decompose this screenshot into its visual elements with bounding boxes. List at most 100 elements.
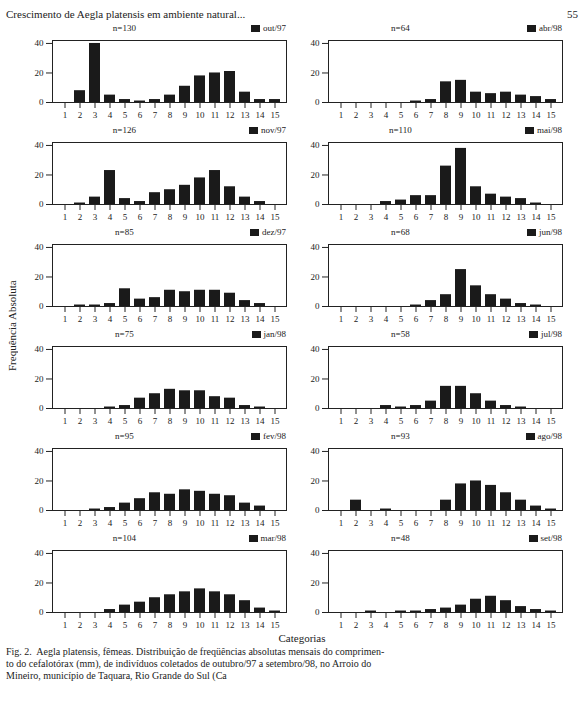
svg-text:8: 8: [444, 212, 449, 222]
svg-text:7: 7: [429, 110, 434, 120]
svg-text:3: 3: [369, 416, 374, 426]
svg-text:8: 8: [444, 518, 449, 528]
svg-text:40: 40: [35, 548, 45, 558]
svg-text:0: 0: [315, 607, 320, 617]
svg-text:40: 40: [311, 140, 321, 150]
svg-text:9: 9: [459, 518, 464, 528]
svg-text:10: 10: [472, 314, 482, 324]
svg-text:1: 1: [63, 416, 68, 426]
svg-text:6: 6: [414, 314, 419, 324]
svg-text:12: 12: [226, 212, 235, 222]
svg-text:1: 1: [63, 314, 68, 324]
svg-text:9: 9: [183, 212, 188, 222]
svg-text:6: 6: [414, 518, 419, 528]
svg-text:40: 40: [35, 140, 45, 150]
svg-text:14: 14: [256, 314, 266, 324]
svg-text:20: 20: [311, 578, 321, 588]
svg-text:10: 10: [472, 110, 482, 120]
svg-text:15: 15: [271, 212, 281, 222]
svg-text:12: 12: [502, 110, 511, 120]
svg-text:14: 14: [532, 110, 542, 120]
svg-text:9: 9: [459, 416, 464, 426]
svg-text:15: 15: [271, 620, 281, 630]
svg-text:2: 2: [78, 518, 83, 528]
svg-text:0: 0: [39, 97, 44, 107]
svg-text:40: 40: [311, 38, 321, 48]
svg-text:12: 12: [502, 416, 511, 426]
svg-text:2: 2: [354, 212, 359, 222]
svg-text:8: 8: [168, 110, 173, 120]
svg-text:13: 13: [517, 314, 527, 324]
svg-text:3: 3: [369, 212, 374, 222]
svg-text:11: 11: [487, 212, 496, 222]
svg-text:14: 14: [532, 416, 542, 426]
svg-text:5: 5: [123, 212, 128, 222]
svg-text:0: 0: [315, 199, 320, 209]
svg-text:1: 1: [339, 212, 344, 222]
svg-text:8: 8: [168, 212, 173, 222]
svg-text:7: 7: [429, 314, 434, 324]
svg-text:5: 5: [399, 518, 404, 528]
svg-text:4: 4: [384, 110, 389, 120]
svg-text:2: 2: [78, 620, 83, 630]
svg-text:1: 1: [63, 518, 68, 528]
svg-text:40: 40: [35, 38, 45, 48]
svg-text:9: 9: [459, 212, 464, 222]
svg-text:40: 40: [35, 446, 45, 456]
svg-text:5: 5: [123, 416, 128, 426]
svg-text:0: 0: [39, 301, 44, 311]
svg-text:9: 9: [459, 110, 464, 120]
svg-text:20: 20: [311, 374, 321, 384]
svg-text:4: 4: [384, 212, 389, 222]
svg-text:3: 3: [93, 110, 98, 120]
svg-text:12: 12: [502, 212, 511, 222]
svg-text:15: 15: [271, 110, 281, 120]
svg-text:1: 1: [339, 110, 344, 120]
svg-text:14: 14: [256, 518, 266, 528]
svg-text:4: 4: [384, 518, 389, 528]
svg-text:11: 11: [211, 416, 220, 426]
svg-text:3: 3: [93, 620, 98, 630]
svg-text:9: 9: [183, 518, 188, 528]
svg-text:3: 3: [93, 518, 98, 528]
svg-text:14: 14: [256, 620, 266, 630]
svg-text:9: 9: [183, 314, 188, 324]
svg-text:10: 10: [196, 110, 206, 120]
svg-text:15: 15: [547, 314, 557, 324]
svg-text:0: 0: [39, 199, 44, 209]
svg-text:5: 5: [123, 314, 128, 324]
svg-text:7: 7: [429, 212, 434, 222]
svg-text:11: 11: [487, 110, 496, 120]
svg-text:6: 6: [414, 620, 419, 630]
svg-text:5: 5: [399, 416, 404, 426]
svg-text:7: 7: [153, 416, 158, 426]
svg-text:10: 10: [196, 416, 206, 426]
svg-text:0: 0: [39, 505, 44, 515]
svg-text:40: 40: [35, 344, 45, 354]
svg-text:6: 6: [138, 620, 143, 630]
svg-text:13: 13: [241, 314, 251, 324]
svg-text:4: 4: [108, 212, 113, 222]
svg-text:20: 20: [311, 170, 321, 180]
svg-text:6: 6: [414, 416, 419, 426]
svg-text:10: 10: [196, 314, 206, 324]
svg-text:5: 5: [123, 110, 128, 120]
svg-text:2: 2: [78, 416, 83, 426]
svg-text:7: 7: [429, 416, 434, 426]
svg-text:0: 0: [39, 403, 44, 413]
svg-text:4: 4: [384, 314, 389, 324]
svg-text:2: 2: [78, 212, 83, 222]
svg-text:13: 13: [517, 620, 527, 630]
svg-text:13: 13: [241, 110, 251, 120]
svg-text:7: 7: [153, 212, 158, 222]
svg-text:1: 1: [339, 314, 344, 324]
svg-text:11: 11: [487, 518, 496, 528]
svg-text:20: 20: [35, 68, 45, 78]
svg-text:14: 14: [256, 212, 266, 222]
svg-text:12: 12: [226, 314, 235, 324]
svg-text:10: 10: [196, 620, 206, 630]
svg-text:11: 11: [487, 314, 496, 324]
svg-text:8: 8: [168, 314, 173, 324]
svg-text:0: 0: [315, 301, 320, 311]
svg-text:4: 4: [384, 416, 389, 426]
